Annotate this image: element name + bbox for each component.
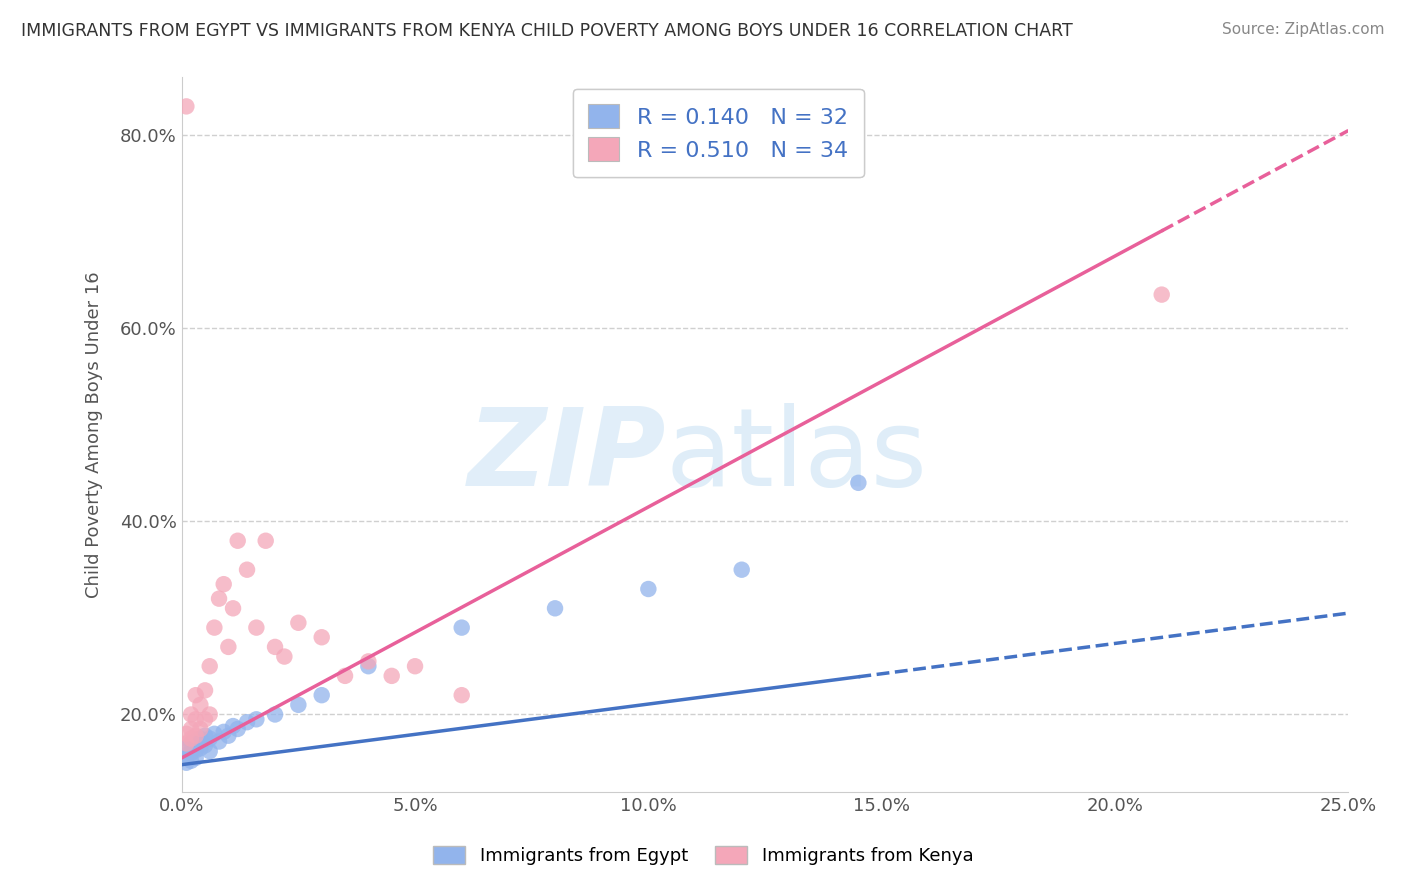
Point <box>254 533 277 548</box>
Point <box>217 640 239 654</box>
Point <box>357 659 380 673</box>
Point <box>450 688 472 702</box>
Point <box>381 669 404 683</box>
Point <box>194 712 217 726</box>
Point <box>212 577 235 591</box>
Point <box>190 722 212 736</box>
Point <box>194 683 217 698</box>
Point <box>236 563 259 577</box>
Text: atlas: atlas <box>666 403 928 509</box>
Point <box>544 601 567 615</box>
Point <box>236 715 259 730</box>
Point <box>180 731 202 746</box>
Point <box>190 698 212 712</box>
Point <box>731 563 754 577</box>
Point <box>184 712 207 726</box>
Point <box>180 736 202 750</box>
Point <box>190 741 212 756</box>
Point <box>1150 287 1173 301</box>
Point <box>184 751 207 765</box>
Text: Source: ZipAtlas.com: Source: ZipAtlas.com <box>1222 22 1385 37</box>
Text: ZIP: ZIP <box>468 403 666 509</box>
Point <box>217 729 239 743</box>
Point <box>184 743 207 757</box>
Point <box>202 621 225 635</box>
Point <box>245 712 267 726</box>
Point <box>194 729 217 743</box>
Point <box>287 615 309 630</box>
Point <box>180 746 202 760</box>
Point <box>190 731 212 746</box>
Legend: Immigrants from Egypt, Immigrants from Kenya: Immigrants from Egypt, Immigrants from K… <box>423 837 983 874</box>
Point <box>273 649 295 664</box>
Point <box>208 591 231 606</box>
Point <box>450 621 472 635</box>
Point <box>637 582 659 596</box>
Legend: R = 0.140   N = 32, R = 0.510   N = 34: R = 0.140 N = 32, R = 0.510 N = 34 <box>572 88 863 177</box>
Point <box>848 475 870 490</box>
Point <box>176 727 198 741</box>
Point <box>264 707 287 722</box>
Point <box>176 99 198 113</box>
Point <box>208 734 231 748</box>
Point <box>357 654 380 668</box>
Point <box>176 747 198 762</box>
Point <box>180 754 202 768</box>
Point <box>198 731 221 746</box>
Point <box>180 722 202 736</box>
Point <box>404 659 426 673</box>
Point <box>226 722 249 736</box>
Point <box>287 698 309 712</box>
Point <box>212 724 235 739</box>
Y-axis label: Child Poverty Among Boys Under 16: Child Poverty Among Boys Under 16 <box>86 271 103 598</box>
Point <box>184 734 207 748</box>
Point <box>198 659 221 673</box>
Point <box>180 707 202 722</box>
Point <box>198 744 221 758</box>
Point <box>311 688 333 702</box>
Point <box>245 621 267 635</box>
Point <box>176 741 198 756</box>
Point <box>226 533 249 548</box>
Point <box>176 756 198 770</box>
Text: IMMIGRANTS FROM EGYPT VS IMMIGRANTS FROM KENYA CHILD POVERTY AMONG BOYS UNDER 16: IMMIGRANTS FROM EGYPT VS IMMIGRANTS FROM… <box>21 22 1073 40</box>
Point <box>222 719 245 733</box>
Point <box>184 729 207 743</box>
Point <box>202 727 225 741</box>
Point <box>311 630 333 644</box>
Point <box>184 688 207 702</box>
Point <box>222 601 245 615</box>
Point <box>176 736 198 750</box>
Point <box>333 669 356 683</box>
Point <box>194 739 217 753</box>
Point <box>264 640 287 654</box>
Point <box>198 707 221 722</box>
